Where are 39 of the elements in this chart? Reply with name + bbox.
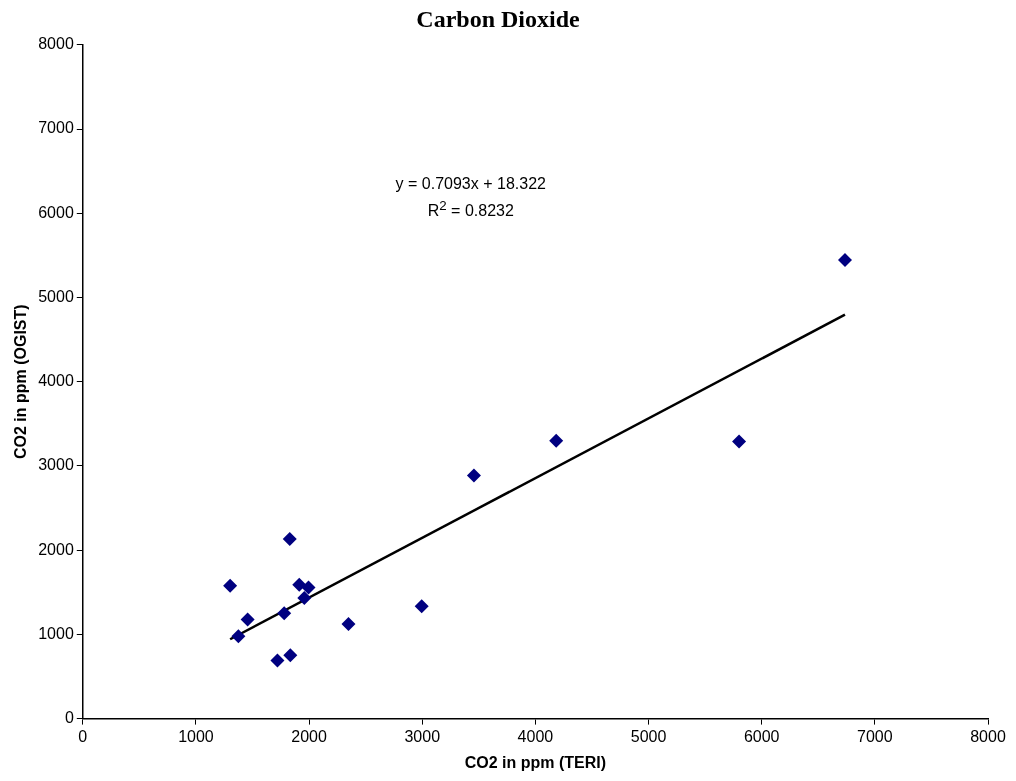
y-tick-label: 1000 — [38, 624, 74, 642]
point — [301, 580, 316, 595]
x-tick-label: 5000 — [630, 727, 667, 745]
point — [732, 434, 747, 449]
y-tick-label: 0 — [64, 709, 74, 727]
point — [414, 599, 429, 614]
x-tick-label: 7000 — [857, 727, 893, 745]
y-tick-label: 6000 — [38, 203, 74, 221]
point — [549, 433, 564, 448]
point — [277, 606, 292, 621]
point — [223, 578, 238, 593]
x-tick-label: 1000 — [178, 727, 214, 745]
x-tick-label: 4000 — [517, 727, 554, 745]
y-tick-label: 5000 — [38, 287, 74, 305]
x-tick-label: 6000 — [743, 727, 780, 745]
point — [466, 468, 481, 483]
annotation: y = 0.7093x + 18.322 — [395, 173, 546, 194]
chart-title: Carbon Dioxide — [416, 5, 581, 32]
y-tick-label: 3000 — [38, 456, 74, 474]
y-tick-label: 2000 — [38, 540, 74, 558]
point — [297, 590, 312, 605]
point — [282, 532, 297, 547]
x-tick-label: 3000 — [404, 727, 441, 745]
y-tick-label: 7000 — [38, 119, 74, 137]
point — [240, 612, 255, 627]
x-tick-label: 2000 — [291, 727, 327, 745]
y-tick-label: 4000 — [38, 372, 74, 390]
point — [283, 648, 298, 663]
x-axis-title: CO2 in ppm (TERI) — [464, 753, 607, 771]
y-tick-label: 8000 — [38, 35, 74, 53]
x-tick-label: 0 — [78, 727, 88, 745]
y-axis-title: CO2 in ppm (OGIST) — [12, 304, 30, 460]
point — [341, 617, 356, 632]
point — [270, 653, 285, 668]
point — [292, 577, 307, 592]
annotation: R$^{2}$ = 0.8232 — [426, 196, 515, 222]
point — [837, 253, 852, 268]
point — [231, 629, 246, 644]
x-tick-label: 8000 — [970, 727, 1006, 745]
